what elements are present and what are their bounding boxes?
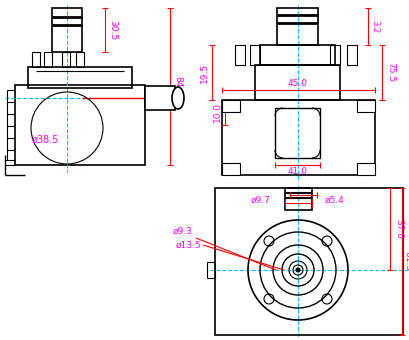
Bar [32, 52, 40, 67]
Bar [255, 65, 340, 100]
Bar [260, 45, 335, 65]
Text: ø5.4: ø5.4 [325, 195, 345, 204]
Bar [250, 45, 260, 65]
Bar [357, 163, 375, 175]
Text: 84.5: 84.5 [173, 76, 182, 97]
Text: 30.5: 30.5 [108, 20, 117, 40]
Circle shape [296, 268, 300, 272]
Bar [222, 100, 375, 175]
Text: 37.0: 37.0 [395, 219, 404, 239]
Bar [275, 108, 320, 158]
Bar [15, 85, 145, 165]
Bar [330, 45, 340, 65]
Text: ø38.5: ø38.5 [31, 135, 58, 145]
Bar [62, 52, 70, 67]
Text: 10.0: 10.0 [213, 102, 222, 122]
Bar [215, 188, 403, 335]
Bar [145, 86, 175, 110]
Bar [44, 52, 52, 67]
Bar [277, 8, 318, 45]
Bar [235, 45, 245, 65]
Text: 75.5: 75.5 [387, 63, 396, 83]
Text: 3.2: 3.2 [371, 20, 380, 33]
Text: 61.5: 61.5 [404, 252, 409, 272]
Text: ø13.5: ø13.5 [175, 240, 201, 250]
Text: ø9.7: ø9.7 [251, 195, 271, 204]
Bar [76, 52, 84, 67]
Text: 45.0: 45.0 [288, 80, 308, 88]
Bar [207, 262, 215, 278]
Ellipse shape [172, 87, 184, 109]
Bar [347, 45, 357, 65]
Bar [222, 163, 240, 175]
Text: ø9.3: ø9.3 [173, 226, 193, 236]
Text: 41.0: 41.0 [288, 168, 308, 176]
Text: 19.5: 19.5 [200, 63, 209, 83]
Bar [357, 100, 375, 112]
Bar [285, 188, 312, 210]
Bar [52, 8, 82, 52]
Bar [28, 67, 132, 88]
Bar [222, 100, 240, 112]
